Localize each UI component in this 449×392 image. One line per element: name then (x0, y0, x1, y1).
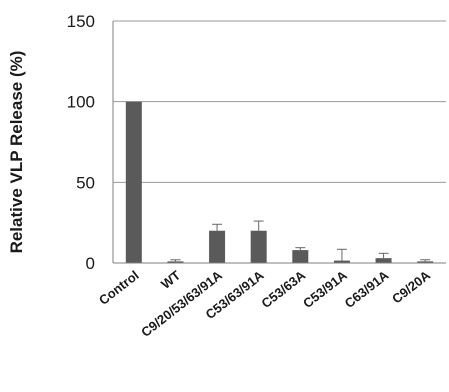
x-axis: Control WTC9/20/53/63/91AC53/63/91AC53/63… (96, 262, 446, 340)
bar (209, 230, 226, 263)
y-tick-label: 0 (86, 254, 95, 273)
bars (125, 101, 434, 264)
x-tick-label: C53/91A (300, 267, 350, 311)
bar (375, 258, 392, 263)
bar (167, 261, 184, 263)
x-tick-label: Control (96, 268, 142, 308)
error-bars (170, 220, 431, 262)
y-axis-title: Relative VLP Release (%) (7, 51, 26, 254)
x-tick-label: C63/91A (342, 267, 392, 311)
x-tick-label: C9/20A (389, 267, 433, 306)
gridlines (113, 20, 446, 183)
bar (333, 260, 350, 263)
x-tick-label: WT (158, 268, 183, 292)
y-tick-label: 150 (67, 12, 95, 31)
y-tick-label: 100 (67, 93, 95, 112)
bar (417, 261, 434, 263)
y-tick-label: 50 (76, 173, 95, 192)
x-tick-label: C53/63A (258, 267, 308, 311)
bar (292, 250, 309, 263)
y-axis: 0 50 100 150 (67, 12, 114, 273)
bar (250, 230, 267, 263)
bar (125, 101, 142, 264)
